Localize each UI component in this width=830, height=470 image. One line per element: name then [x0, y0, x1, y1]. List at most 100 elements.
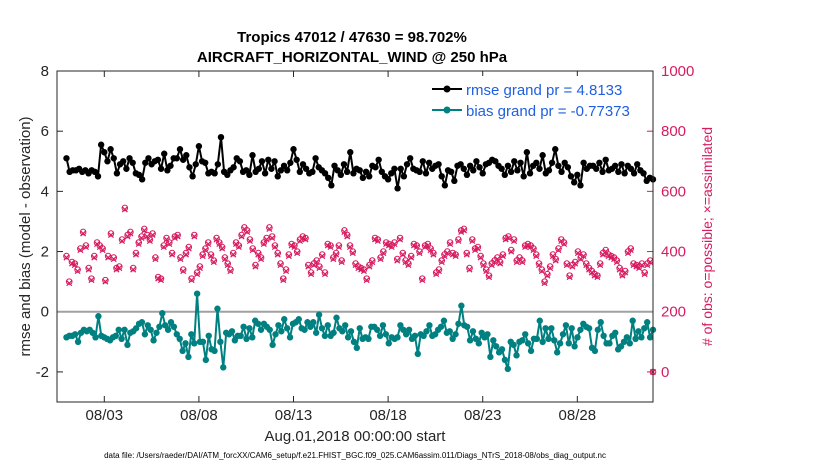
obs-assimilated-point [555, 247, 562, 254]
obs-assimilated-point [285, 253, 292, 260]
rmse-point [293, 156, 300, 163]
obs-possible-point [85, 264, 92, 272]
bias-point [283, 325, 291, 332]
bias-point [405, 326, 413, 333]
obs-assimilated-point [430, 251, 437, 258]
bias-point [504, 365, 512, 373]
obs-possible-point [316, 263, 323, 270]
bias-point [414, 350, 422, 358]
obs-possible-point [396, 234, 404, 242]
obs-assimilated-point [274, 251, 281, 258]
obs-possible-point [79, 228, 87, 236]
obs-possible-point [474, 243, 482, 251]
obs-assimilated-point [260, 240, 267, 248]
obs-assimilated-point [207, 253, 215, 260]
rmse-point [261, 170, 269, 177]
obs-possible-point [477, 252, 484, 260]
rmse-point [539, 152, 546, 159]
obs-assimilated-point [188, 277, 195, 284]
bias-point [632, 335, 639, 343]
bias-point [74, 338, 82, 346]
obs-assimilated-point [141, 227, 148, 234]
rmse-point [296, 168, 304, 176]
legend-rmse-label: rmse grand pr = 4.8133 [466, 82, 622, 99]
chart-title: Tropics 47012 / 47630 = 98.702% [237, 29, 467, 46]
bias-point [170, 323, 178, 330]
bias-point [641, 325, 648, 332]
obs-possible-point [282, 266, 290, 273]
obs-assimilated-point [419, 277, 426, 284]
bias-point [612, 329, 619, 336]
obs-assimilated-point [216, 240, 223, 248]
bias-point [220, 364, 227, 371]
obs-assimilated-point [235, 244, 242, 251]
rmse-point [419, 158, 426, 165]
bias-point [112, 332, 120, 339]
obs-possible-point [418, 275, 426, 282]
obs-possible-point [469, 236, 476, 243]
rmse-point [536, 165, 543, 172]
rmse-point [312, 155, 319, 162]
rmse-point [129, 159, 136, 166]
obs-possible-point [338, 257, 345, 264]
bias-point [278, 328, 285, 335]
obs-assimilated-point [580, 253, 587, 260]
obs-assimilated-point [613, 259, 620, 266]
obs-possible-point [90, 252, 98, 260]
right-tick-label: 0 [661, 364, 669, 381]
obs-possible-point [191, 231, 198, 239]
obs-assimilated-point [144, 233, 151, 240]
obs-assimilated-point [252, 263, 259, 270]
obs-assimilated-point [266, 225, 273, 233]
rmse-point [365, 173, 373, 180]
obs-assimilated-point [82, 244, 89, 251]
obs-assimilated-point [302, 236, 309, 243]
obs-possible-point [463, 249, 471, 257]
rmse-point [138, 176, 146, 183]
obs-possible-point [399, 249, 407, 257]
bias-point [545, 335, 552, 343]
bias-point [257, 326, 265, 333]
obs-assimilated-point [583, 262, 590, 269]
obs-possible-point [435, 266, 443, 273]
rmse-point [195, 143, 203, 150]
rmse-point [574, 171, 581, 179]
obs-assimilated-point [244, 228, 251, 236]
obs-assimilated-point [319, 253, 326, 260]
rmse-point [347, 149, 354, 156]
rmse-point [157, 165, 165, 172]
obs-possible-point [146, 236, 154, 243]
obs-possible-point [207, 251, 215, 258]
obs-possible-point [210, 257, 218, 264]
rmse-point [514, 167, 521, 174]
bias-point [272, 331, 279, 338]
bias-point [176, 335, 183, 343]
obs-possible-point [279, 275, 287, 282]
obs-assimilated-point [505, 234, 512, 242]
obs-possible-point [446, 239, 454, 246]
legend-bias-marker [443, 106, 451, 114]
rmse-point [372, 164, 379, 171]
bias-point [626, 340, 633, 347]
obs-assimilated-point [369, 259, 376, 266]
bias-point [286, 334, 294, 341]
rmse-point [113, 170, 121, 177]
bias-point [643, 319, 651, 326]
right-axis-ticks: 0 200 400 600 800 1000 [647, 63, 694, 402]
obs-possible-point [110, 254, 118, 261]
obs-possible-point [88, 275, 95, 282]
bias-point [188, 331, 195, 338]
bias-point [559, 331, 567, 338]
x-tick-label: 08/28 [559, 407, 597, 424]
obs-possible-point [555, 245, 562, 252]
bias-point [463, 323, 471, 330]
rmse-point [334, 167, 341, 174]
bias-point [330, 329, 337, 336]
rmse-point [593, 165, 600, 172]
obs-possible-point [224, 260, 231, 267]
rmse-point [167, 162, 174, 169]
bias-point [315, 311, 323, 318]
rmse-point [217, 134, 225, 141]
obs-assimilated-point [199, 253, 206, 260]
obs-assimilated-point [166, 240, 173, 248]
